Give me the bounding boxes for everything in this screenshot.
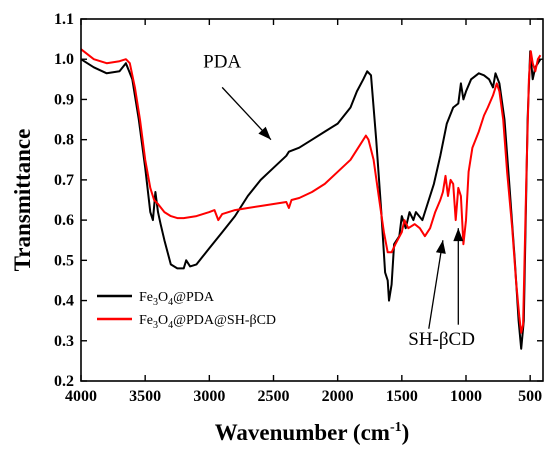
plot-frame [80,18,544,382]
x-tick-label: 2000 [322,388,354,405]
annotation-label: PDA [203,51,241,72]
annotation-arrowhead [258,126,271,140]
x-tick-label: 3000 [193,388,225,405]
y-axis-title: Transmittance [10,129,35,272]
y-tick-label: 0.3 [54,333,74,350]
x-tick-label: 4000 [65,388,97,405]
x-tick-label: 3500 [129,388,161,405]
x-tick-label: 1000 [450,388,482,405]
y-tick-label: 0.5 [54,252,74,269]
annotations: PDA SH-βCD [203,51,475,350]
legend: Fe3O4@PDA Fe3O4@PDA@SH-βCD [97,290,276,331]
annotation-arrowhead [435,240,446,254]
y-tick-label: 0.7 [54,172,74,189]
series-line-1 [80,48,542,334]
y-tick-label: 1.0 [54,51,74,68]
annotation-arrow [428,240,444,329]
y-tick-label: 0.6 [54,212,74,229]
x-axis-title: Wavenumber (cm-1) [215,420,410,445]
y-tick-label: 1.1 [54,11,74,28]
legend-label: Fe3O4@PDA@SH-βCD [139,313,276,331]
series-layer [80,48,542,350]
x-tick-label: 2500 [258,388,290,405]
legend-label: Fe3O4@PDA [139,290,215,308]
series-line-0 [80,50,542,350]
y-tick-label: 0.4 [54,293,74,310]
y-tick-label: 0.8 [54,132,74,149]
y-tick-label: 0.9 [54,91,74,108]
annotation-label: SH-βCD [408,329,475,350]
x-tick-label: 1500 [386,388,418,405]
x-tick-label: 500 [518,388,542,405]
axis-ticks: 4000 3500 3000 2500 2000 1500 1000 500 0.2 0.3 0.4… [54,11,543,405]
y-tick-label: 0.2 [54,373,74,390]
annotation-arrowhead [453,228,464,242]
